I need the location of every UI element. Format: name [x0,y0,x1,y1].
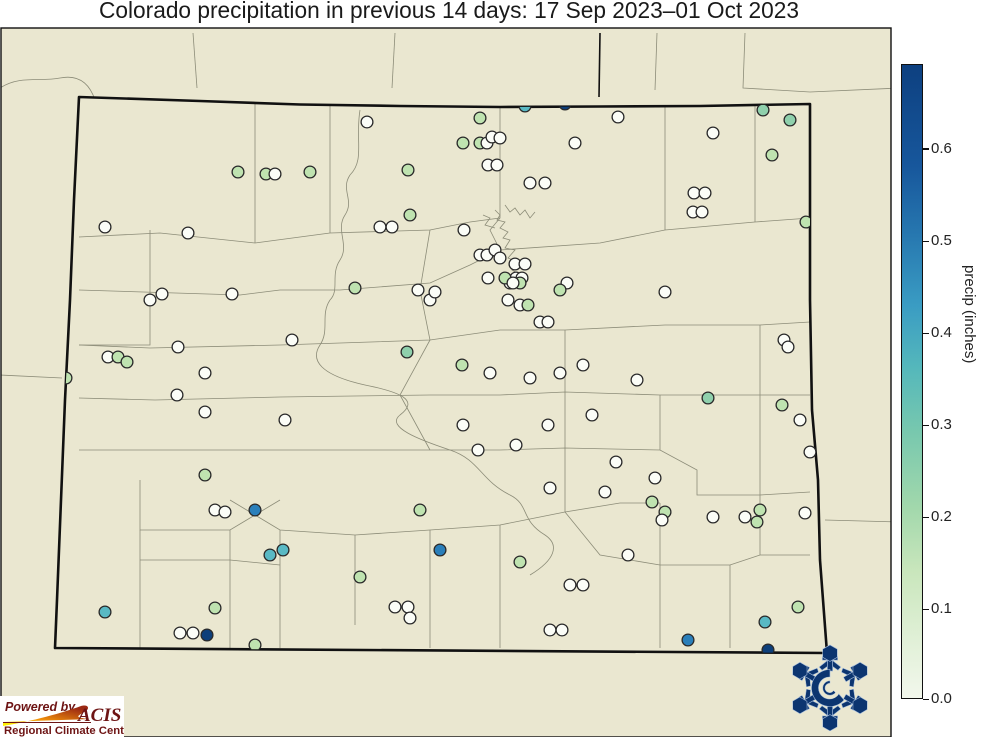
svg-text:Regional Climate Centers: Regional Climate Centers [4,725,124,737]
